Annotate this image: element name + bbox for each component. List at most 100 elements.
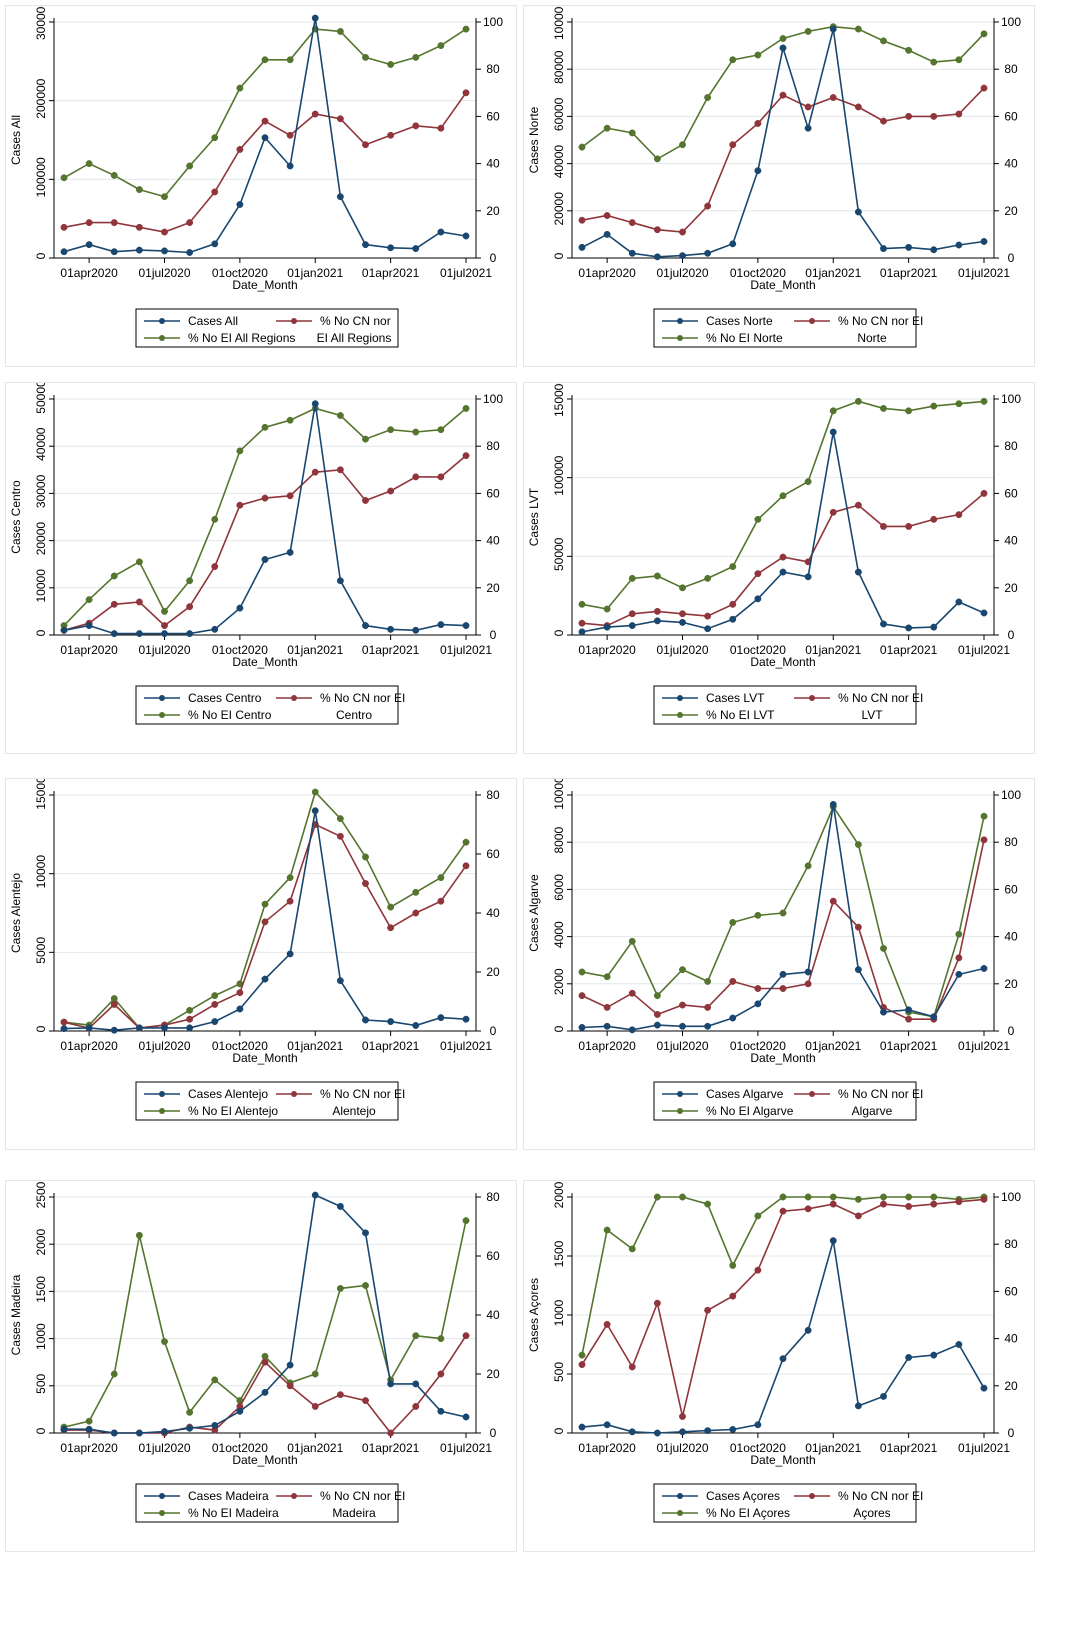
x-tick-label: 01jan2021 (805, 1441, 861, 1455)
data-point (829, 897, 837, 905)
data-point (754, 515, 762, 523)
data-point (437, 1014, 445, 1022)
data-point (135, 558, 143, 566)
data-point (754, 120, 762, 127)
data-point (704, 574, 712, 582)
data-point (779, 492, 787, 500)
data-point (362, 141, 369, 149)
x-tick-label: 01apr2021 (362, 266, 420, 280)
data-point (387, 426, 395, 434)
chart-panel-centro: 0 10000 20000 30000 40000 50000 0 20 40 60 80 100 01… (5, 382, 517, 754)
data-point (110, 1370, 118, 1378)
data-point (110, 219, 118, 227)
data-point (603, 973, 611, 981)
data-point (930, 515, 938, 523)
data-point (955, 970, 963, 978)
data-point (980, 812, 988, 820)
series-line-0 (581, 1240, 985, 1434)
data-point (110, 600, 118, 608)
y-right-tick-label: 80 (1004, 62, 1018, 76)
legend-swatch-marker (677, 1510, 683, 1516)
y-left-tick-label: 150000 (552, 383, 566, 417)
x-tick-label: 01jan2021 (287, 266, 343, 280)
y-right-tick-label: 20 (1004, 977, 1018, 991)
chart-panel-madeira: 0 500 1000 1500 2000 2500 0 20 40 60 80 01apr2020 01… (5, 1180, 517, 1552)
data-point (186, 1424, 194, 1432)
data-point (336, 466, 344, 474)
y-right-tick-label: 60 (1004, 882, 1018, 896)
data-point (653, 155, 661, 163)
y-left-tick-label: 0 (34, 629, 48, 636)
data-point (336, 1391, 344, 1399)
legend-label: % No CN nor EI (838, 314, 923, 328)
data-point (387, 1018, 395, 1026)
data-point (437, 42, 445, 50)
data-point (578, 992, 586, 1000)
data-point (804, 862, 812, 870)
data-point (754, 1212, 762, 1220)
data-point (930, 1351, 938, 1359)
data-point (135, 598, 143, 606)
data-point (804, 27, 812, 35)
chart-panel-all: 0 100000 200000 300000 0 20 40 60 80 100 01apr2020… (5, 5, 517, 367)
chart-svg-0: 0 100000 200000 300000 0 20 40 60 80 100 01apr2020… (9, 6, 503, 348)
series-line-0 (581, 804, 985, 1031)
data-point (704, 1022, 712, 1030)
legend-swatch-marker (677, 1108, 683, 1114)
data-point (905, 1015, 913, 1023)
data-point (930, 1193, 938, 1201)
series-line-2 (581, 1196, 985, 1356)
data-point (110, 248, 118, 256)
data-point (955, 400, 963, 408)
data-point (186, 1408, 194, 1416)
data-point (955, 1341, 963, 1348)
data-point (437, 1335, 445, 1343)
y-right-tick-label: 60 (486, 1249, 500, 1263)
legend-swatch-marker (291, 695, 297, 701)
data-point (336, 115, 344, 123)
y-left-tick-label: 10000 (34, 855, 48, 889)
y-left-tick-label: 10000 (34, 569, 48, 603)
y-right-tick-label: 80 (1004, 835, 1018, 849)
series-line-2 (63, 28, 467, 198)
data-point (161, 1338, 168, 1346)
legend-label: Cases Madeira (188, 1489, 269, 1503)
x-axis-title: Date_Month (750, 278, 815, 292)
x-tick-label: 01jul2020 (656, 1441, 708, 1455)
series-line-2 (63, 790, 467, 1029)
y-right-tick-label: 100 (1001, 1190, 1021, 1204)
legend-box (653, 308, 917, 348)
x-tick-label: 01jan2021 (805, 1039, 861, 1053)
data-point (286, 416, 294, 424)
data-point (412, 53, 420, 61)
data-point (336, 977, 344, 985)
data-point (412, 1332, 420, 1340)
data-point (387, 1380, 395, 1388)
data-point (829, 25, 837, 33)
data-point (754, 1421, 762, 1429)
data-point (286, 1361, 294, 1369)
legend-swatch-marker (809, 1493, 815, 1499)
legend-swatch-marker (159, 1510, 165, 1516)
data-point (779, 553, 787, 561)
y-right-tick-label: 100 (483, 392, 503, 406)
legend-label: EI All Regions (317, 331, 392, 345)
data-point (754, 51, 762, 59)
data-point (60, 626, 68, 634)
data-point (286, 950, 294, 958)
x-tick-label: 01jan2021 (805, 643, 861, 657)
x-axis-title: Date_Month (750, 1453, 815, 1467)
y-left-tick-label: 1000 (552, 1299, 566, 1326)
x-tick-label: 01jan2021 (287, 1039, 343, 1053)
data-point (603, 124, 611, 132)
y-right-tick-label: 20 (486, 204, 500, 218)
y-right-tick-label: 60 (1004, 109, 1018, 123)
data-point (362, 1397, 369, 1405)
data-point (679, 1428, 686, 1436)
data-point (60, 223, 68, 231)
data-point (186, 630, 194, 638)
data-point (578, 1361, 586, 1369)
data-point (905, 1193, 913, 1201)
x-tick-label: 01apr2021 (880, 266, 938, 280)
data-point (779, 1355, 787, 1363)
